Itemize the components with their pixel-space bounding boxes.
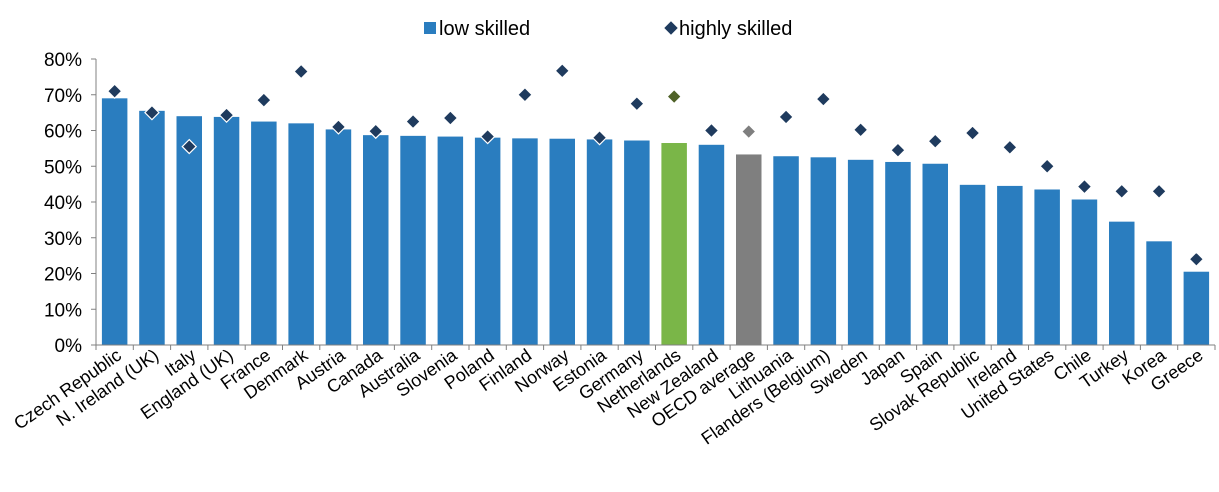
marker-lithuania	[778, 109, 794, 125]
y-tick-label: 40%	[44, 193, 82, 214]
marker-japan	[890, 142, 906, 159]
bar-oecd-average	[736, 154, 762, 345]
marker-sweden	[852, 121, 869, 138]
marker-flanders-belgium	[815, 91, 832, 107]
marker-slovak-republic	[964, 125, 981, 141]
marker-korea	[1151, 183, 1167, 200]
bar-canada	[363, 135, 389, 345]
bar-czech-republic	[101, 98, 128, 345]
bar-flanders-belgium	[810, 157, 837, 345]
bar-france	[251, 121, 277, 345]
marker-england-uk	[218, 107, 235, 123]
marker-new-zealand	[703, 122, 720, 139]
y-tick-label: 30%	[44, 229, 82, 250]
bars-low-skilled	[101, 98, 1210, 346]
bar-england-uk	[213, 116, 240, 345]
marker-italy	[181, 138, 198, 155]
y-tick-label: 0%	[55, 336, 83, 357]
marker-slovenia	[442, 110, 459, 126]
marker-spain	[927, 133, 944, 150]
marker-germany	[629, 95, 645, 112]
marker-greece	[1188, 251, 1205, 268]
bar-slovak-republic	[959, 184, 986, 345]
marker-united-states	[1039, 158, 1055, 175]
marker-chile	[1076, 178, 1093, 195]
bar-lithuania	[773, 156, 799, 345]
marker-australia	[405, 113, 421, 130]
marker-finland	[517, 86, 533, 103]
x-tick-label: Japan	[857, 345, 909, 390]
bar-slovenia	[437, 136, 464, 345]
marker-denmark	[293, 63, 309, 80]
bar-turkey	[1109, 221, 1135, 345]
y-tick-label: 60%	[44, 122, 82, 143]
marker-norway	[554, 62, 571, 79]
y-tick-label: 50%	[44, 157, 82, 178]
bar-sweden	[847, 159, 874, 345]
marker-ireland	[1002, 139, 1018, 156]
marker-n-ireland-uk	[144, 104, 160, 121]
marker-poland	[479, 128, 496, 145]
bar-united-states	[1034, 189, 1060, 345]
bar-netherlands	[661, 143, 687, 345]
bar-korea	[1146, 241, 1172, 345]
bar-austria	[325, 129, 352, 345]
marker-austria	[330, 119, 347, 135]
marker-oecd-average	[740, 123, 757, 140]
bar-norway	[549, 138, 575, 345]
bar-greece	[1183, 271, 1210, 345]
marker-czech-republic	[106, 83, 123, 100]
bar-finland	[512, 138, 538, 345]
bar-estonia	[586, 139, 613, 345]
legend-swatch-low-skilled	[424, 22, 436, 34]
bar-spain	[922, 163, 948, 345]
bar-japan	[885, 161, 911, 345]
y-tick-label: 10%	[44, 300, 82, 321]
markers-highly-skilled	[106, 62, 1205, 268]
marker-estonia	[591, 129, 608, 146]
legend-marker-highly-skilled	[664, 21, 678, 35]
marker-turkey	[1113, 183, 1130, 200]
marker-canada	[367, 123, 384, 140]
marker-netherlands	[666, 88, 682, 105]
legend-label-highly-skilled: highly skilled	[679, 18, 792, 40]
bar-new-zealand	[698, 144, 725, 345]
bar-denmark	[288, 123, 314, 345]
legend-label-low-skilled: low skilled	[439, 18, 530, 40]
marker-france	[256, 92, 272, 108]
bar-australia	[400, 135, 426, 345]
bar-germany	[624, 140, 650, 345]
y-tick-label: 70%	[44, 86, 82, 107]
legend: low skilled highly skilled	[424, 18, 792, 40]
bar-ireland	[997, 185, 1023, 345]
bar-chile	[1071, 199, 1098, 345]
y-tick-label: 80%	[44, 50, 82, 71]
y-tick-label: 20%	[44, 265, 82, 286]
bar-poland	[474, 137, 501, 345]
y-axis: 0% 10% 20% 30% 40% 50% 60% 70% 80%	[44, 50, 97, 357]
bar-n-ireland-uk	[139, 110, 165, 346]
